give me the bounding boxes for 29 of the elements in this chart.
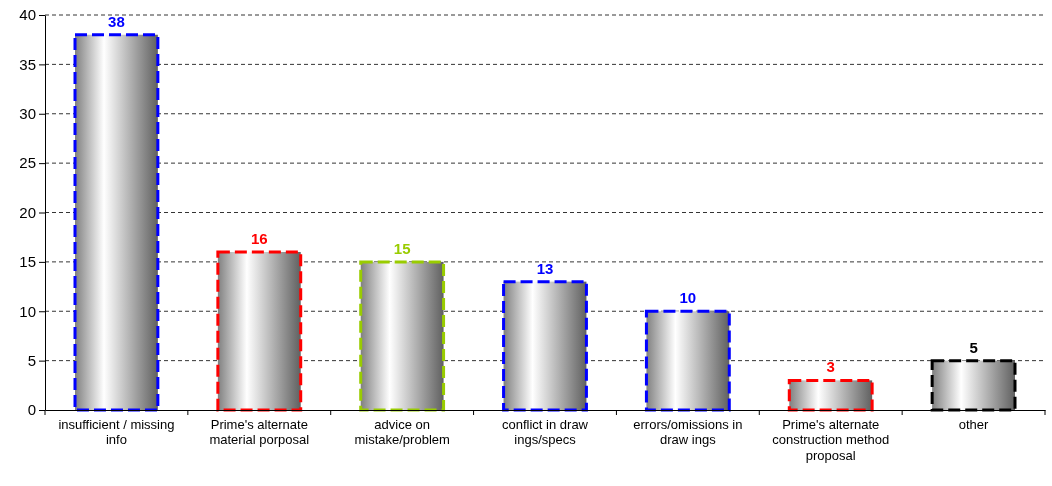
y-tick-label: 25 xyxy=(19,154,36,172)
data-label: 5 xyxy=(969,338,978,356)
data-label: 16 xyxy=(250,230,268,247)
y-tick-label: 30 xyxy=(19,105,36,123)
data-label: 15 xyxy=(393,239,411,257)
y-tick-label: 35 xyxy=(19,55,36,73)
y-tick-label: 5 xyxy=(27,351,36,369)
x-tick-label: Prime's alternate material porposal xyxy=(209,416,310,448)
x-tick-label: conflict in draw ings/specs xyxy=(502,416,589,448)
x-tick-label: advice on mistake/problem xyxy=(354,416,450,448)
data-label: 3 xyxy=(826,358,835,376)
y-tick-label: 40 xyxy=(19,6,36,24)
data-label: 38 xyxy=(108,12,125,30)
y-tick-label: 15 xyxy=(19,253,36,271)
bar xyxy=(359,260,446,412)
y-tick-label: 20 xyxy=(19,203,36,221)
data-label: 10 xyxy=(679,289,697,307)
data-label: 13 xyxy=(536,259,554,277)
bar xyxy=(502,280,588,412)
bar xyxy=(73,33,160,412)
x-tick-label: errors/omissions in draw ings xyxy=(633,416,743,448)
y-tick-label: 0 xyxy=(27,401,36,419)
y-tick-label: 10 xyxy=(19,302,36,320)
bar xyxy=(644,309,731,412)
x-tick-label: other xyxy=(958,416,990,432)
x-tick-label: Prime's alternate construction method proposal xyxy=(772,416,890,463)
bar xyxy=(787,378,874,412)
x-tick-label: insufficient / missing info xyxy=(58,416,175,448)
bar xyxy=(216,250,303,412)
